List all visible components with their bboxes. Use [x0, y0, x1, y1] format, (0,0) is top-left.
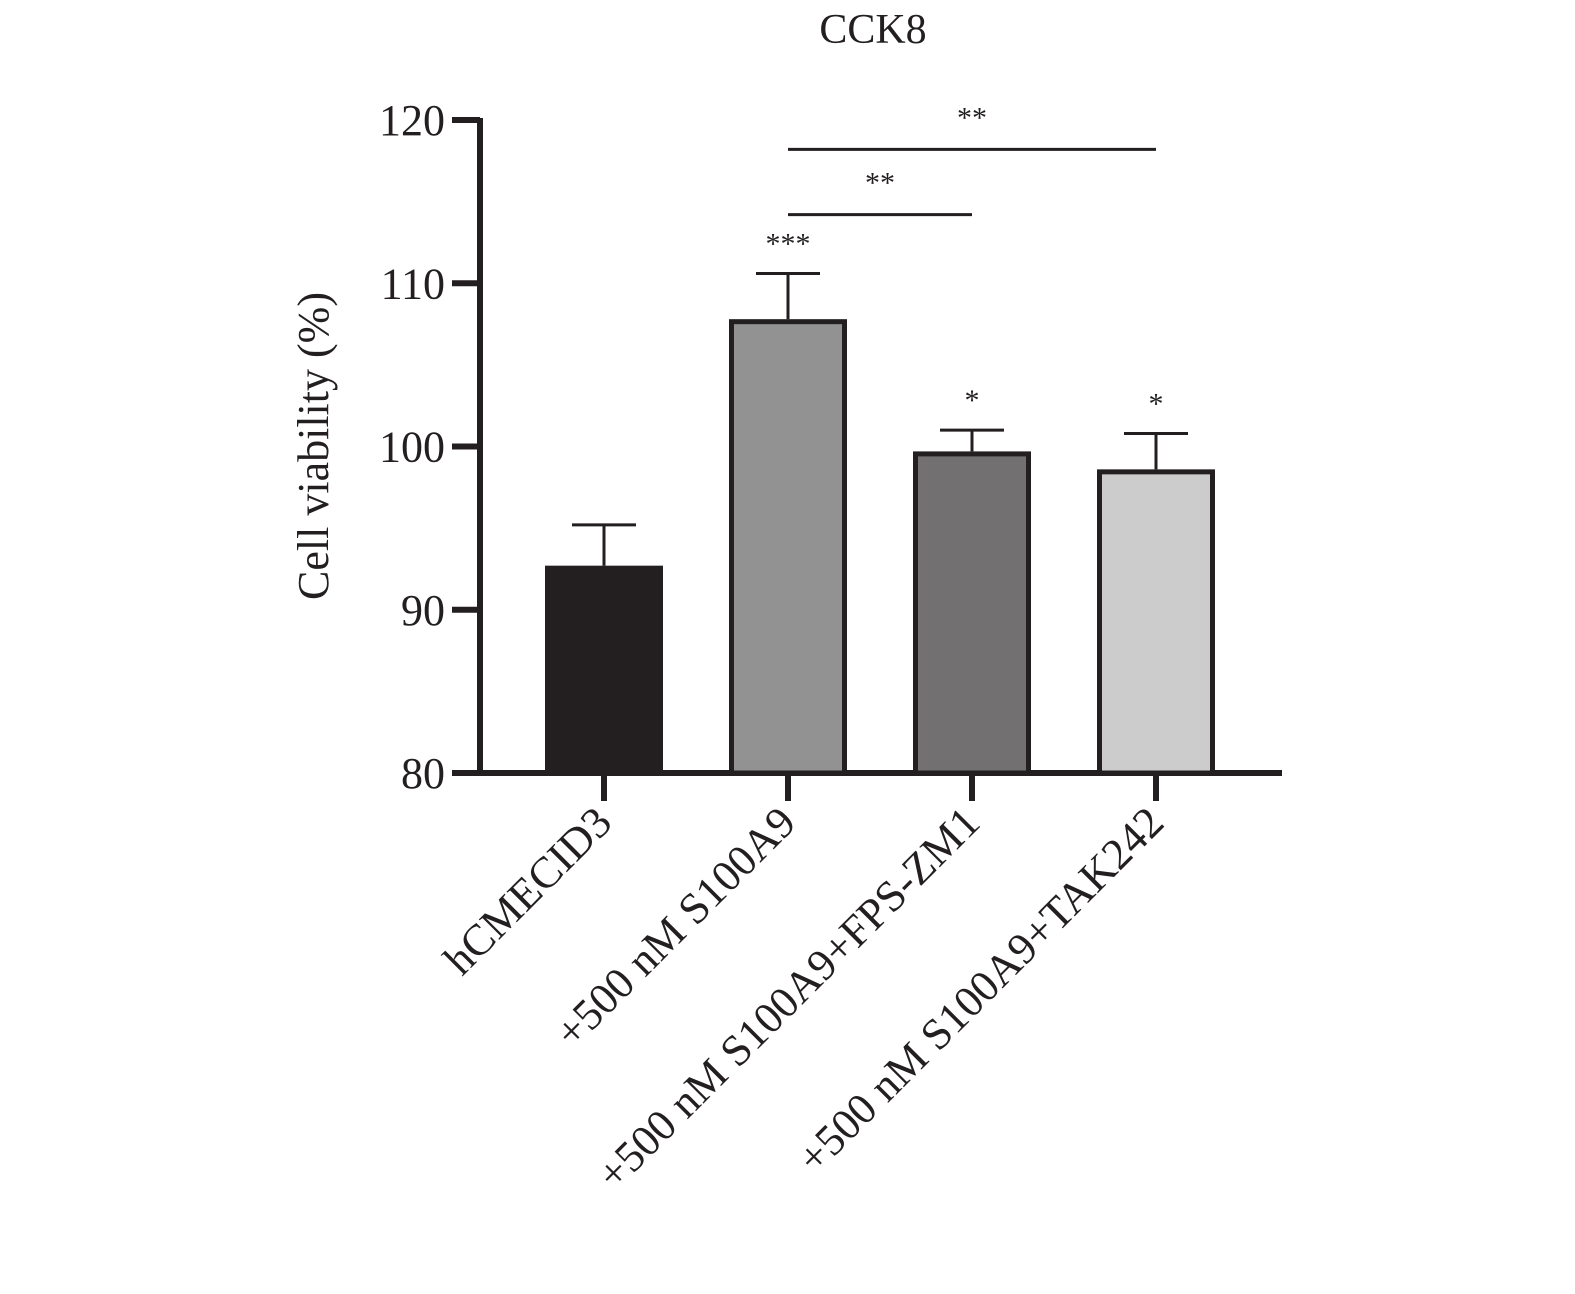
bar [1097, 469, 1215, 776]
y-tick-label: 120 [379, 96, 445, 145]
x-tick-label: +500 nM S100A9+TAK242 [788, 797, 1173, 1182]
y-tick-label: 80 [401, 749, 445, 798]
comparison-label: ** [957, 101, 987, 134]
y-tick-label: 100 [379, 423, 445, 472]
y-axis-title: Cell viability (%) [289, 292, 338, 600]
bar [913, 451, 1031, 776]
significance-label: * [1149, 387, 1164, 420]
bar [545, 565, 663, 773]
comparison-label: ** [865, 167, 895, 200]
y-tick-label: 110 [381, 259, 445, 308]
bar [729, 319, 847, 776]
x-tick-label: +500 nM S100A9+FPS-ZM1 [587, 797, 989, 1199]
chart-title: CCK8 [819, 7, 926, 53]
y-tick-label: 90 [401, 586, 445, 635]
x-tick-label: hCMECID3 [434, 797, 621, 984]
significance-label: * [965, 384, 980, 417]
significance-label: *** [766, 227, 811, 260]
